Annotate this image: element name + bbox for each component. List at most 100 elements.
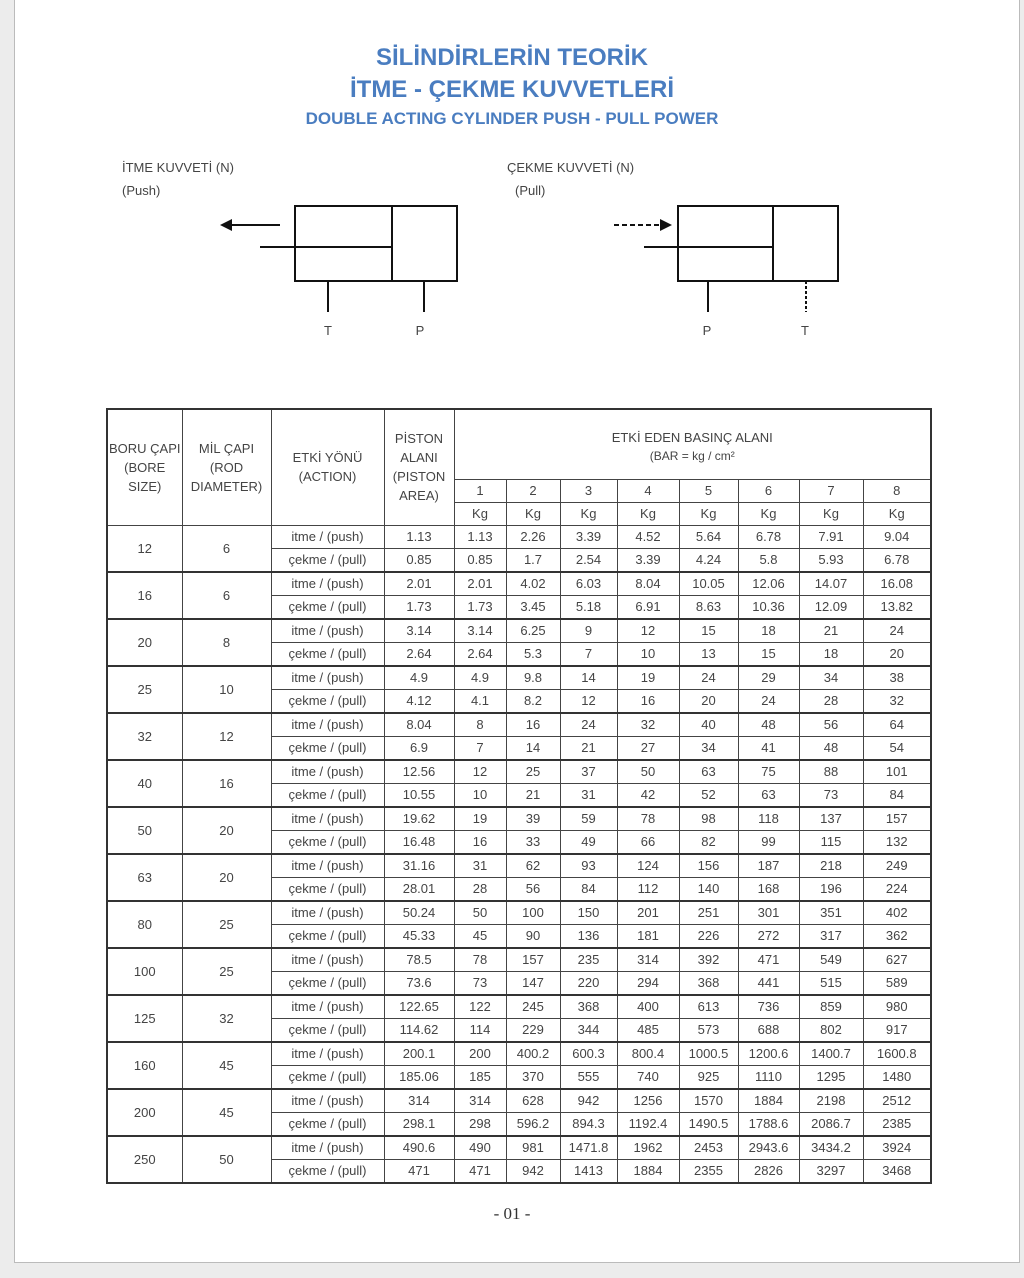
force-cell: 54 [862,735,932,760]
rod-cell: 25 [181,947,272,995]
force-cell: 1480 [862,1064,932,1089]
header-unit: Kg [737,501,800,526]
force-cell: 66 [616,829,680,854]
force-cell: 100 [505,900,561,925]
header-bar-3: 3 [559,478,618,503]
force-cell: 471 [737,947,800,972]
force-cell: 25 [505,759,561,784]
action-cell: çekme / (pull) [270,547,385,572]
piston-area-cell: 4.9 [383,665,455,690]
header-bar-6: 6 [737,478,800,503]
header-pressure-unit: (BAR = kg / cm² [649,449,735,463]
force-cell: 34 [798,665,864,690]
force-cell: 272 [737,923,800,948]
force-cell: 802 [798,1017,864,1042]
force-cell: 15 [737,641,800,666]
bore-cell: 40 [106,759,183,807]
pull-cylinder-diagram [614,205,839,312]
bore-cell: 250 [106,1135,183,1183]
force-cell: 12 [559,688,618,713]
force-cell: 245 [505,994,561,1019]
action-cell: çekme / (pull) [270,1064,385,1089]
piston-area-cell: 73.6 [383,970,455,995]
force-cell: 115 [798,829,864,854]
force-cell: 368 [559,994,618,1019]
table-row: 80 25 itme / (push) 50.24 50 100 150 201 251 301 3… [106,900,932,948]
force-cell: 600.3 [559,1041,618,1066]
force-cell: 370 [505,1064,561,1089]
force-cell: 294 [616,970,680,995]
push-port-label: P [416,323,425,338]
force-cell: 2198 [798,1088,864,1113]
force-cell: 5.18 [559,594,618,619]
action-cell: çekme / (pull) [270,970,385,995]
force-cell: 9.8 [505,665,561,690]
force-cell: 6.91 [616,594,680,619]
force-cell: 1400.7 [798,1041,864,1066]
force-cell: 157 [505,947,561,972]
push-cylinder-diagram [220,205,458,312]
force-cell: 589 [862,970,932,995]
force-cell: 21 [798,618,864,643]
force-cell: 981 [505,1135,561,1160]
force-cell: 37 [559,759,618,784]
action-cell: çekme / (pull) [270,688,385,713]
push-cylinder-body [294,205,458,282]
action-cell: itme / (push) [270,665,385,690]
force-cell: 21 [559,735,618,760]
force-cell: 29 [737,665,800,690]
force-cell: 2.64 [453,641,507,666]
force-cell: 400 [616,994,680,1019]
pull-cylinder-body [677,205,839,282]
force-cell: 12.09 [798,594,864,619]
bore-cell: 160 [106,1041,183,1089]
force-cell: 56 [505,876,561,901]
force-cell: 3.45 [505,594,561,619]
pull-port-label: P [703,323,712,338]
bore-cell: 125 [106,994,183,1042]
force-cell: 112 [616,876,680,901]
force-cell: 800.4 [616,1041,680,1066]
force-cell: 314 [616,947,680,972]
force-cell: 73 [798,782,864,807]
action-cell: çekme / (pull) [270,594,385,619]
force-cell: 31 [559,782,618,807]
force-cell: 21 [505,782,561,807]
force-cell: 2512 [862,1088,932,1113]
force-cell: 392 [678,947,739,972]
piston-area-cell: 471 [383,1158,455,1183]
force-cell: 220 [559,970,618,995]
force-cell: 549 [798,947,864,972]
bore-cell: 20 [106,618,183,666]
table-row: çekme / (pull) 2.64 2.64 5.3 7 10 13 15 18 20 [107,641,932,666]
force-cell: 688 [737,1017,800,1042]
header-unit: Kg [862,501,932,526]
force-cell: 140 [678,876,739,901]
header-area: PİSTON ALANI (PISTON AREA) [383,408,455,526]
action-cell: itme / (push) [270,900,385,925]
header-bar-8: 8 [862,478,932,503]
force-cell: 0.85 [453,547,507,572]
force-cell: 12 [616,618,680,643]
force-cell: 6.03 [559,571,618,596]
push-arrow-head [220,219,232,231]
force-cell: 19 [616,665,680,690]
force-cell: 218 [798,853,864,878]
force-cell: 73 [453,970,507,995]
force-cell: 1471.8 [559,1135,618,1160]
force-cell: 4.52 [616,524,680,549]
action-cell: çekme / (pull) [270,641,385,666]
header-bar-2: 2 [505,478,561,503]
rod-cell: 20 [181,806,272,854]
table-row: 200 45 itme / (push) 314 314 628 942 1256 1570 18… [106,1088,932,1136]
action-cell: çekme / (pull) [270,735,385,760]
force-cell: 34 [678,735,739,760]
header-action: ETKİ YÖNÜ (ACTION) [270,408,385,526]
piston-area-cell: 10.55 [383,782,455,807]
table-row: 63 20 itme / (push) 31.16 31 62 93 124 156 187 218… [106,853,932,901]
force-cell: 168 [737,876,800,901]
force-cell: 942 [505,1158,561,1183]
piston-area-cell: 78.5 [383,947,455,972]
force-cell: 226 [678,923,739,948]
force-cell: 859 [798,994,864,1019]
